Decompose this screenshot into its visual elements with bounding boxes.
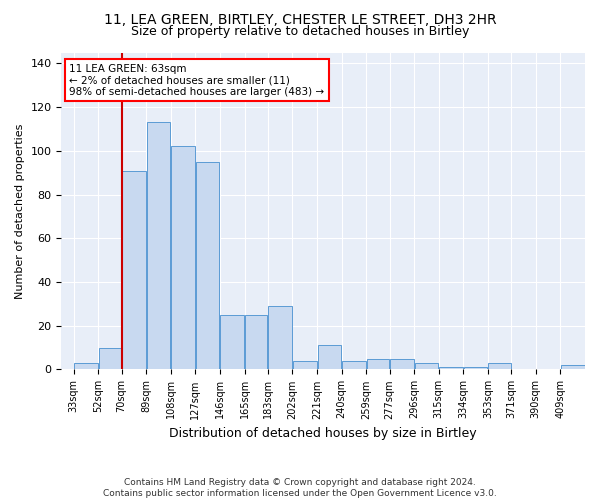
Bar <box>220 315 244 370</box>
Bar <box>99 348 121 370</box>
Bar <box>171 146 195 370</box>
Bar <box>561 365 584 370</box>
X-axis label: Distribution of detached houses by size in Birtley: Distribution of detached houses by size … <box>169 427 477 440</box>
Bar <box>390 358 413 370</box>
Bar <box>196 162 220 370</box>
Y-axis label: Number of detached properties: Number of detached properties <box>15 124 25 298</box>
Text: Contains HM Land Registry data © Crown copyright and database right 2024.
Contai: Contains HM Land Registry data © Crown c… <box>103 478 497 498</box>
Bar <box>146 122 170 370</box>
Bar <box>245 315 268 370</box>
Bar <box>74 363 98 370</box>
Bar <box>439 368 463 370</box>
Text: 11, LEA GREEN, BIRTLEY, CHESTER LE STREET, DH3 2HR: 11, LEA GREEN, BIRTLEY, CHESTER LE STREE… <box>104 12 496 26</box>
Bar <box>488 363 511 370</box>
Text: 11 LEA GREEN: 63sqm
← 2% of detached houses are smaller (11)
98% of semi-detache: 11 LEA GREEN: 63sqm ← 2% of detached hou… <box>69 64 325 97</box>
Bar <box>293 360 317 370</box>
Bar <box>342 360 366 370</box>
Bar <box>268 306 292 370</box>
Bar <box>367 358 389 370</box>
Bar <box>415 363 438 370</box>
Bar <box>464 368 487 370</box>
Bar <box>317 346 341 370</box>
Bar <box>122 170 146 370</box>
Text: Size of property relative to detached houses in Birtley: Size of property relative to detached ho… <box>131 25 469 38</box>
